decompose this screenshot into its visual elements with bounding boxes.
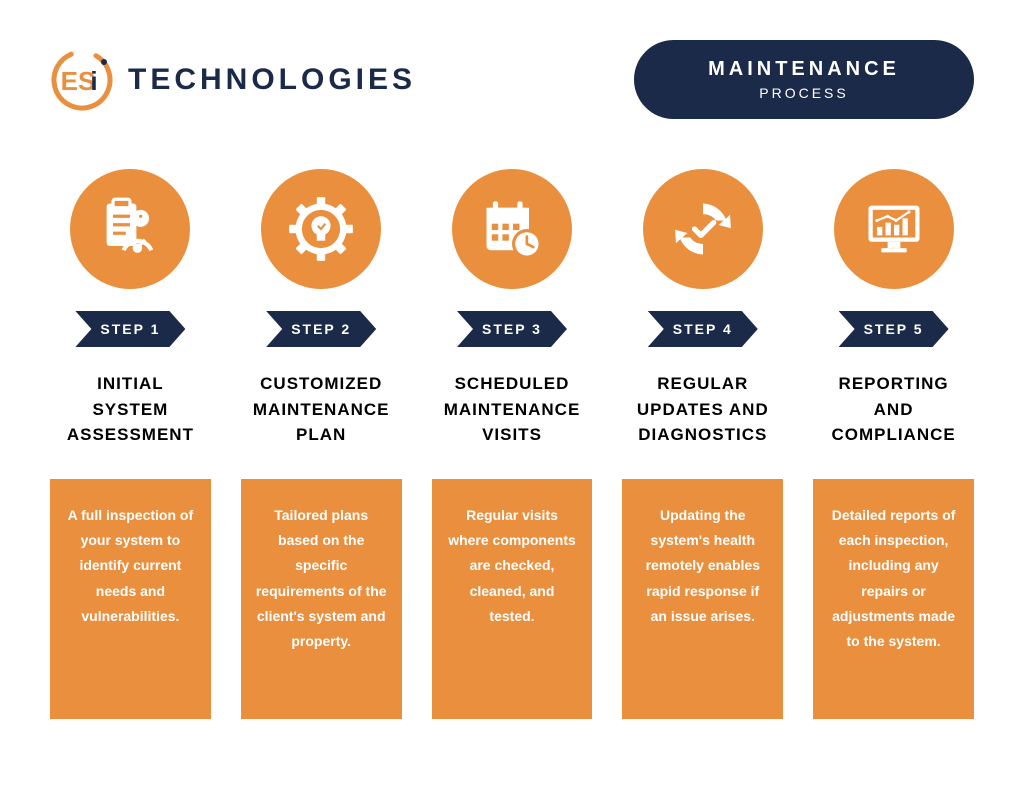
badge-title: MAINTENANCE <box>684 58 924 81</box>
logo-text: TECHNOLOGIES <box>128 63 416 97</box>
step-title: INITIAL SYSTEM ASSESSMENT <box>67 371 194 449</box>
step-5: STEP 5 REPORTING AND COMPLIANCE Detailed… <box>813 169 974 719</box>
step-2: STEP 2 CUSTOMIZED MAINTENANCE PLAN Tailo… <box>241 169 402 719</box>
step-desc: Detailed reports of each inspection, inc… <box>813 479 974 719</box>
step-4: STEP 4 REGULAR UPDATES AND DIAGNOSTICS U… <box>622 169 783 719</box>
monitor-chart-icon <box>834 169 954 289</box>
header: ES i TECHNOLOGIES MAINTENANCE PROCESS <box>50 40 974 119</box>
clipboard-assessment-icon <box>70 169 190 289</box>
calendar-clock-icon <box>452 169 572 289</box>
step-desc: Tailored plans based on the specific req… <box>241 479 402 719</box>
step-title: CUSTOMIZED MAINTENANCE PLAN <box>253 371 390 449</box>
step-label: STEP 3 <box>457 311 567 347</box>
step-title: SCHEDULED MAINTENANCE VISITS <box>444 371 581 449</box>
step-label: STEP 1 <box>75 311 185 347</box>
refresh-check-icon <box>643 169 763 289</box>
step-label: STEP 2 <box>266 311 376 347</box>
badge-subtitle: PROCESS <box>684 85 924 101</box>
step-title: REPORTING AND COMPLIANCE <box>831 371 955 449</box>
logo: ES i TECHNOLOGIES <box>50 48 416 112</box>
step-title: REGULAR UPDATES AND DIAGNOSTICS <box>637 371 769 449</box>
step-label: STEP 5 <box>839 311 949 347</box>
svg-text:i: i <box>90 66 97 96</box>
title-badge: MAINTENANCE PROCESS <box>634 40 974 119</box>
step-desc: Regular visits where components are chec… <box>432 479 593 719</box>
steps-row: STEP 1 INITIAL SYSTEM ASSESSMENT A full … <box>50 169 974 719</box>
step-desc: A full inspection of your system to iden… <box>50 479 211 719</box>
step-3: STEP 3 SCHEDULED MAINTENANCE VISITS Regu… <box>432 169 593 719</box>
step-label: STEP 4 <box>648 311 758 347</box>
gear-lightbulb-icon <box>261 169 381 289</box>
step-1: STEP 1 INITIAL SYSTEM ASSESSMENT A full … <box>50 169 211 719</box>
step-desc: Updating the system's health remotely en… <box>622 479 783 719</box>
logo-mark-icon: ES i <box>50 48 114 112</box>
